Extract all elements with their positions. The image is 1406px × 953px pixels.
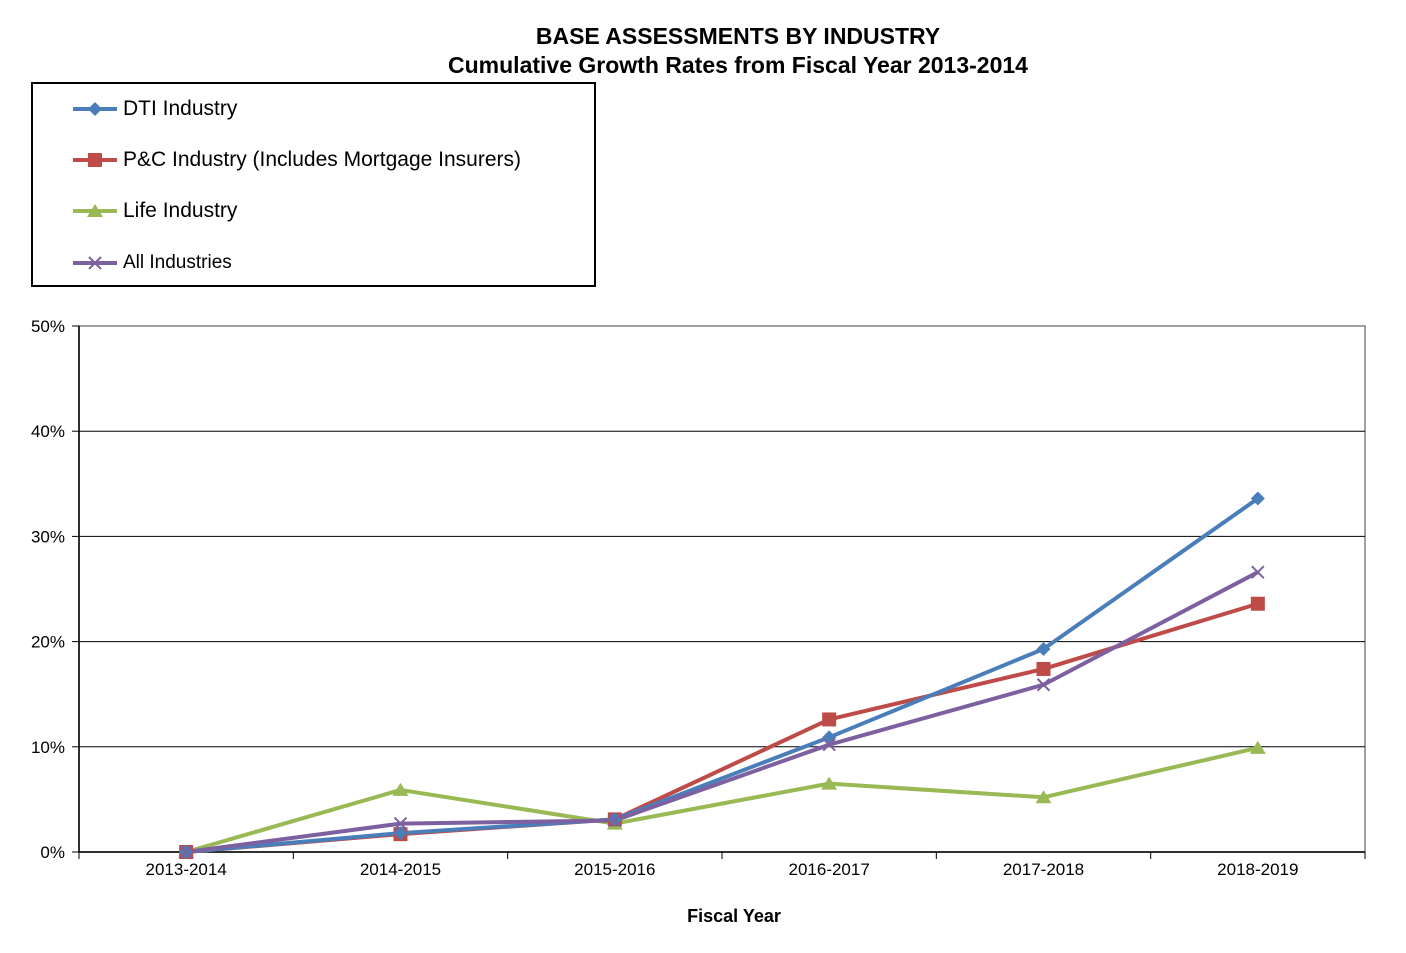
data-point-0-5 xyxy=(1250,491,1265,506)
x-marker-stroke xyxy=(1251,565,1265,579)
legend-item-pc: P&C Industry (Includes Mortgage Insurers… xyxy=(71,145,521,175)
x-marker-stroke xyxy=(179,845,193,859)
x-marker-stroke xyxy=(608,813,622,828)
legend-marker xyxy=(88,102,102,116)
chart-title-block: BASE ASSESSMENTS BY INDUSTRY Cumulative … xyxy=(0,22,1406,80)
series-line-1 xyxy=(186,601,1259,854)
data-point-2-1 xyxy=(392,782,409,796)
x-tick-label: 2016-2017 xyxy=(789,860,870,879)
data-point-2-4 xyxy=(1035,790,1052,804)
y-tick-label: 20% xyxy=(31,633,65,652)
series-line-3 xyxy=(185,570,1259,854)
chart-subtitle: Cumulative Growth Rates from Fiscal Year… xyxy=(448,52,1028,78)
x-tick-label: 2014-2015 xyxy=(360,860,441,879)
x-marker-stroke xyxy=(822,737,836,752)
legend-item-dti: DTI Industry xyxy=(71,94,237,124)
x-tick-label: 2017-2018 xyxy=(1003,860,1084,879)
plot-area-border xyxy=(78,325,1366,853)
x-tick-label: 2018-2019 xyxy=(1217,860,1298,879)
legend-label-all: All Industries xyxy=(123,252,232,273)
legend-marker xyxy=(87,204,103,217)
legend-label-dti: DTI Industry xyxy=(123,97,238,120)
legend-swatch-pc xyxy=(73,153,117,167)
chart-legend: DTI Industry P&C Industry (Includes Mort… xyxy=(31,82,596,287)
data-point-0-4 xyxy=(1036,641,1051,656)
legend-swatch-dti xyxy=(73,102,117,116)
x-tick-label: 2015-2016 xyxy=(574,860,655,879)
chart-title: BASE ASSESSMENTS BY INDUSTRY xyxy=(535,23,941,49)
legend-swatch-all xyxy=(73,256,117,270)
legend-item-all: All Industries xyxy=(71,248,232,278)
x-marker-stroke xyxy=(88,256,102,270)
legend-swatch-life xyxy=(73,204,117,217)
x-marker-stroke xyxy=(1036,678,1051,692)
legend-marker xyxy=(88,256,102,270)
y-tick-label: 0% xyxy=(40,843,65,862)
data-point-3-4 xyxy=(1036,678,1051,692)
data-point-0-1 xyxy=(393,826,408,841)
x-axis-title: Fiscal Year xyxy=(687,906,781,926)
series-line-0 xyxy=(185,496,1259,854)
data-point-3-0 xyxy=(179,845,193,859)
data-point-3-2 xyxy=(608,813,622,828)
legend-label-life: Life Industry xyxy=(123,199,238,222)
x-tick-label: 2013-2014 xyxy=(146,860,227,879)
data-point-2-3 xyxy=(821,776,838,790)
data-point-3-5 xyxy=(1251,565,1265,579)
legend-label-pc: P&C Industry (Includes Mortgage Insurers… xyxy=(123,148,521,171)
data-point-1-5 xyxy=(1250,596,1265,611)
y-tick-label: 10% xyxy=(31,738,65,757)
y-tick-label: 30% xyxy=(31,527,65,546)
data-point-2-5 xyxy=(1249,740,1266,754)
legend-marker xyxy=(88,153,102,167)
data-point-1-3 xyxy=(822,712,837,727)
y-tick-label: 50% xyxy=(31,317,65,336)
data-point-3-3 xyxy=(822,737,836,752)
data-point-1-4 xyxy=(1036,661,1051,676)
y-tick-label: 40% xyxy=(31,422,65,441)
x-marker-stroke xyxy=(393,816,408,831)
legend-item-life: Life Industry xyxy=(71,196,237,226)
data-point-3-1 xyxy=(393,816,408,831)
series-line-2 xyxy=(185,745,1259,854)
